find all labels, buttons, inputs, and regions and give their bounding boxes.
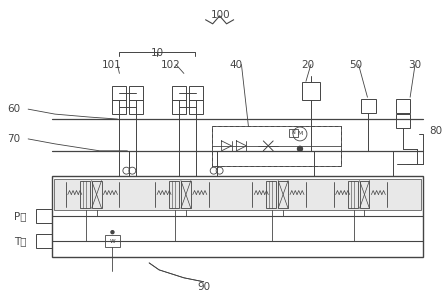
Bar bbox=[266, 181, 276, 208]
Bar bbox=[302, 82, 320, 100]
Bar bbox=[189, 86, 203, 100]
Bar bbox=[278, 181, 288, 208]
Bar bbox=[289, 129, 298, 137]
Bar bbox=[212, 126, 341, 166]
Circle shape bbox=[293, 127, 307, 141]
Circle shape bbox=[210, 167, 217, 174]
Bar bbox=[172, 100, 186, 114]
Circle shape bbox=[297, 146, 302, 151]
Bar bbox=[129, 100, 143, 114]
Bar bbox=[112, 86, 127, 100]
Text: 100: 100 bbox=[211, 10, 230, 20]
Text: 40: 40 bbox=[230, 59, 243, 69]
Bar bbox=[36, 209, 52, 223]
Bar bbox=[212, 126, 341, 166]
Text: 30: 30 bbox=[408, 59, 422, 69]
Text: M: M bbox=[297, 131, 303, 136]
Text: 102: 102 bbox=[161, 59, 181, 69]
Bar bbox=[91, 181, 102, 208]
Text: T口: T口 bbox=[14, 236, 27, 246]
Bar bbox=[360, 181, 369, 208]
Bar bbox=[36, 234, 52, 248]
Circle shape bbox=[111, 231, 114, 234]
Text: 70: 70 bbox=[7, 134, 20, 144]
Text: 50: 50 bbox=[349, 59, 362, 69]
Text: 90: 90 bbox=[197, 282, 210, 292]
Text: w: w bbox=[110, 238, 115, 244]
Text: 10: 10 bbox=[151, 48, 164, 58]
Text: P口: P口 bbox=[14, 211, 27, 221]
Circle shape bbox=[123, 167, 130, 174]
Bar bbox=[189, 100, 203, 114]
Bar bbox=[80, 181, 90, 208]
Bar bbox=[181, 181, 191, 208]
Bar bbox=[169, 181, 179, 208]
Bar bbox=[396, 99, 410, 113]
Bar bbox=[348, 181, 357, 208]
Bar bbox=[112, 100, 127, 114]
Bar bbox=[361, 99, 377, 113]
Text: 60: 60 bbox=[7, 104, 20, 114]
Bar bbox=[54, 178, 421, 210]
Text: 101: 101 bbox=[102, 59, 121, 69]
Bar bbox=[172, 86, 186, 100]
Text: N: N bbox=[291, 131, 295, 136]
Bar bbox=[396, 114, 410, 128]
Bar bbox=[104, 235, 120, 247]
Bar bbox=[129, 86, 143, 100]
Text: 20: 20 bbox=[301, 59, 314, 69]
Circle shape bbox=[216, 167, 223, 174]
Circle shape bbox=[129, 167, 136, 174]
Bar bbox=[52, 176, 423, 257]
Text: 80: 80 bbox=[429, 126, 442, 136]
